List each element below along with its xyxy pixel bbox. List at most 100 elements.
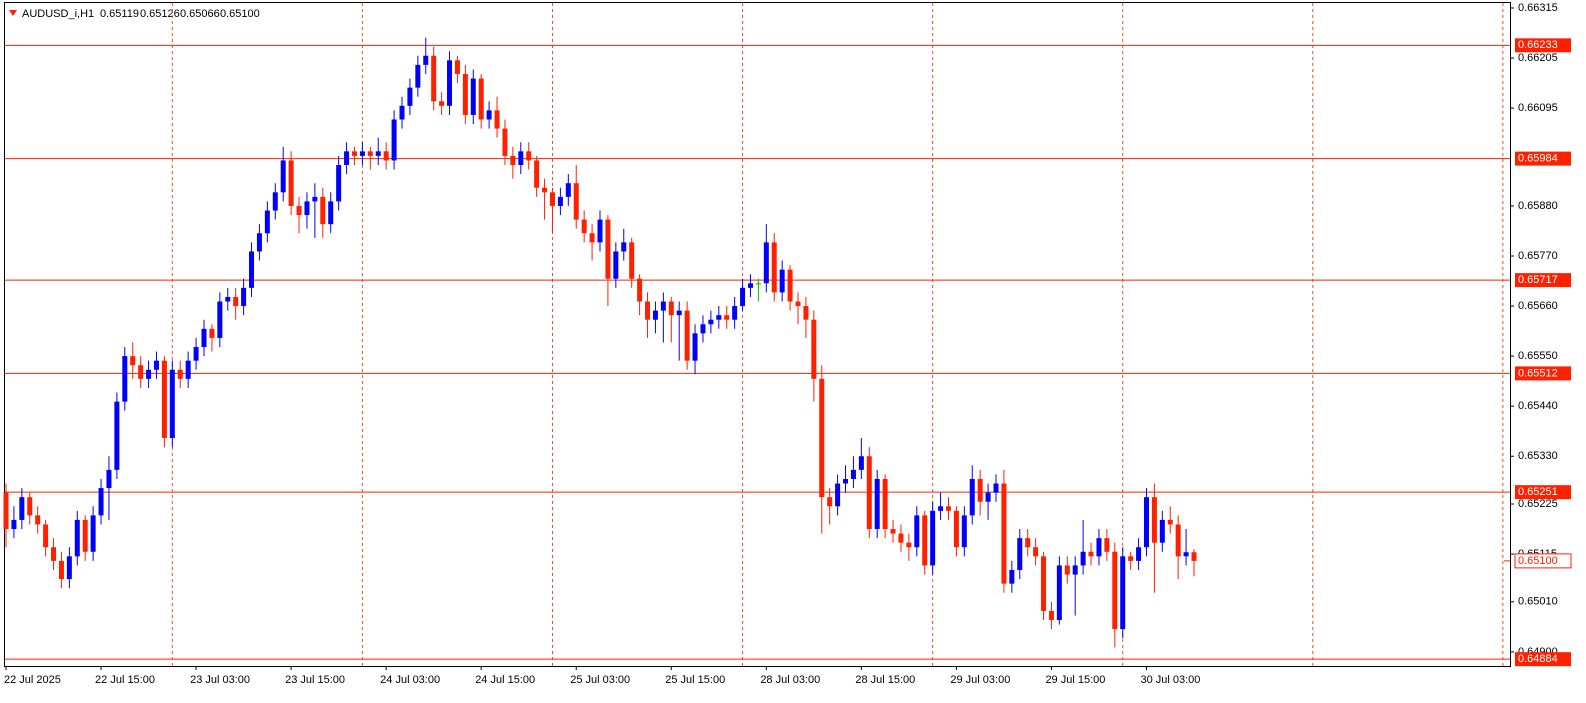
level-label-box — [1515, 366, 1571, 381]
candle-body — [122, 356, 128, 402]
candle-body — [1143, 497, 1149, 548]
candle-body — [1191, 552, 1197, 561]
level-label-box — [1515, 273, 1571, 288]
candle-body — [415, 64, 421, 88]
y-tick-label: 0.65770 — [1518, 250, 1558, 262]
candle-body — [359, 151, 365, 156]
candle-body — [494, 110, 500, 129]
x-tick-label: 28 Jul 03:00 — [760, 674, 820, 686]
candle-body — [1048, 610, 1054, 621]
candle-body — [264, 210, 270, 234]
candle-body — [969, 478, 975, 516]
candle-body — [201, 328, 207, 348]
candle-body — [43, 524, 49, 548]
candle-body — [993, 483, 999, 493]
x-tick-label: 24 Jul 15:00 — [475, 674, 535, 686]
candle-body — [1128, 556, 1134, 561]
candle-body — [1001, 483, 1007, 584]
candle-body — [763, 242, 769, 284]
candle-body — [1072, 565, 1078, 575]
y-tick-label: 0.65440 — [1518, 400, 1558, 412]
x-tick-label: 22 Jul 2025 — [4, 674, 61, 686]
candle-body — [977, 478, 983, 502]
x-tick-label: 24 Jul 03:00 — [380, 674, 440, 686]
level-label: 0.65251 — [1518, 486, 1558, 498]
level-label: 0.65717 — [1518, 274, 1558, 286]
candle-body — [549, 192, 555, 206]
header-value: 0.65100 — [220, 8, 260, 20]
candle-body — [344, 151, 350, 165]
candle-body — [217, 301, 223, 338]
y-tick-label: 0.66095 — [1518, 102, 1558, 114]
y-tick-label: 0.66205 — [1518, 52, 1558, 64]
candle-body — [138, 365, 144, 379]
candle-body — [850, 469, 856, 479]
candle-body — [1017, 538, 1023, 570]
candle-body — [771, 242, 777, 293]
candle-body — [740, 287, 746, 307]
candle-body — [328, 201, 334, 225]
candle-body — [146, 369, 152, 379]
candle-body — [835, 483, 841, 507]
candle-body — [938, 506, 944, 511]
candle-body — [1183, 552, 1189, 557]
candle-body — [11, 519, 17, 530]
x-tick-label: 30 Jul 03:00 — [1140, 674, 1200, 686]
candle-body — [1112, 551, 1118, 630]
candle-body — [90, 515, 96, 552]
plot-frame — [4, 2, 1511, 667]
y-tick-label: 0.65660 — [1518, 300, 1558, 312]
candle-body — [732, 306, 738, 320]
candle-body — [858, 456, 864, 470]
candle-body — [130, 356, 136, 366]
candle-body — [462, 73, 468, 115]
level-label-box — [1515, 151, 1571, 166]
level-label-box — [1515, 485, 1571, 500]
candle-body — [1136, 547, 1142, 561]
candle-body — [320, 196, 326, 225]
candle-body — [597, 219, 603, 243]
candle-body — [906, 542, 912, 548]
candle-body — [914, 515, 920, 548]
y-tick-label: 0.66315 — [1518, 2, 1558, 14]
candle-body — [811, 319, 817, 379]
candle-body — [1064, 565, 1070, 575]
x-tick-label: 28 Jul 15:00 — [855, 674, 915, 686]
candle-body — [747, 283, 753, 288]
candle-body — [629, 242, 635, 279]
level-label: 0.66233 — [1518, 39, 1558, 51]
candle-body — [19, 497, 25, 520]
level-label: 0.65512 — [1518, 367, 1558, 379]
candle-body — [985, 492, 991, 502]
x-tick-label: 23 Jul 15:00 — [285, 674, 345, 686]
candle-body — [312, 196, 318, 202]
candle-body — [447, 60, 453, 106]
candle-body — [1033, 547, 1039, 557]
candle-body — [874, 478, 880, 530]
x-tick-label: 23 Jul 03:00 — [190, 674, 250, 686]
candle-body — [177, 369, 183, 379]
candle-body — [1151, 497, 1157, 543]
candle-body — [58, 560, 64, 580]
candle-body — [296, 205, 302, 216]
candle-body — [684, 310, 690, 361]
collapse-icon[interactable] — [9, 10, 17, 16]
candle-body — [645, 301, 651, 320]
candle-body — [945, 506, 951, 511]
level-label-box — [1515, 652, 1571, 667]
candle-body — [827, 497, 833, 507]
candle-body — [454, 60, 460, 74]
candle-body — [153, 360, 159, 370]
candle-body — [106, 469, 112, 489]
candle-body — [961, 515, 967, 548]
candle-body — [1167, 519, 1173, 525]
candle-body — [557, 196, 563, 206]
candle-body — [233, 296, 239, 307]
candle-body — [542, 187, 548, 193]
x-tick-label: 22 Jul 15:00 — [95, 674, 155, 686]
candle-body — [589, 233, 595, 243]
candle-body — [890, 529, 896, 534]
candle-body — [779, 269, 785, 293]
candle-body — [668, 301, 674, 316]
candle-body — [423, 55, 429, 65]
